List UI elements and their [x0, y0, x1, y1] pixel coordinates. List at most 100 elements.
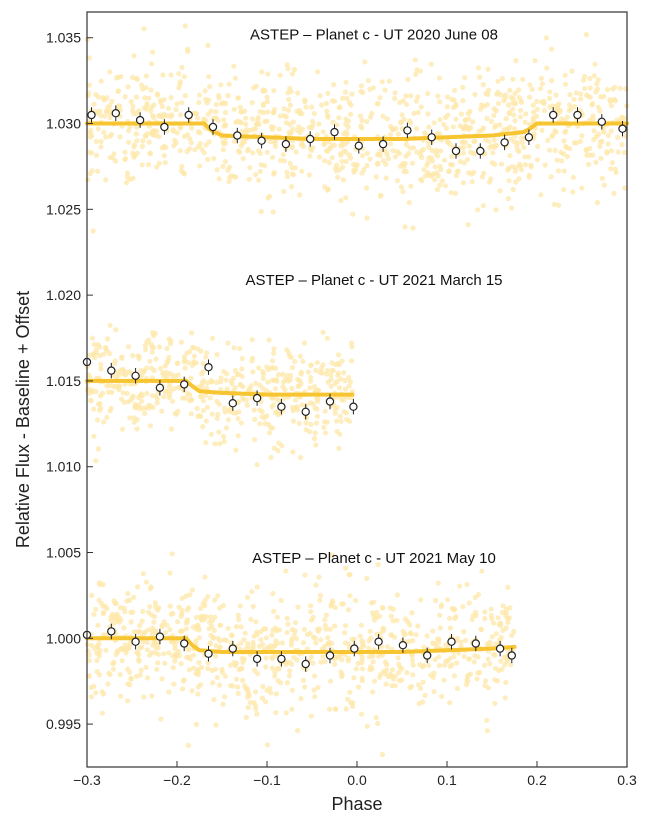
raw-data-point [433, 150, 439, 157]
raw-data-point [431, 689, 437, 695]
raw-data-point [235, 690, 241, 697]
raw-data-point [205, 660, 211, 666]
raw-data-point [179, 163, 185, 170]
raw-data-point [485, 685, 491, 691]
raw-data-point [529, 86, 535, 93]
raw-data-point [381, 668, 387, 675]
raw-data-point [179, 64, 185, 70]
raw-data-point [231, 345, 237, 351]
raw-data-point [559, 116, 565, 122]
raw-data-point [379, 751, 386, 758]
raw-data-point [587, 94, 593, 100]
raw-data-point [251, 407, 257, 413]
raw-data-point [211, 627, 217, 634]
raw-data-point [420, 699, 426, 705]
raw-data-point [549, 134, 555, 140]
raw-data-point [357, 113, 364, 119]
raw-data-point [205, 594, 211, 600]
raw-data-point [148, 61, 155, 67]
raw-data-point [149, 393, 156, 399]
raw-data-point [398, 119, 404, 126]
raw-data-point [213, 109, 219, 115]
raw-data-point [495, 78, 501, 84]
raw-data-point [277, 113, 283, 119]
raw-data-point [198, 605, 204, 612]
raw-data-point [316, 121, 322, 127]
raw-data-point [141, 26, 147, 32]
raw-data-point [503, 679, 509, 686]
raw-data-point [113, 327, 119, 333]
binned-data-point [155, 632, 165, 641]
raw-data-point [409, 657, 416, 664]
raw-data-point [513, 179, 519, 185]
raw-data-point [292, 358, 298, 365]
raw-data-point [269, 358, 276, 364]
raw-data-point [221, 438, 227, 444]
raw-data-point [198, 682, 204, 688]
raw-data-point [187, 136, 193, 142]
raw-data-point [270, 591, 276, 597]
raw-data-point [353, 166, 359, 172]
raw-data-point [327, 626, 333, 632]
raw-data-point [262, 118, 268, 125]
raw-data-point [583, 147, 589, 153]
raw-data-point [604, 150, 610, 156]
raw-data-point [322, 659, 328, 665]
raw-data-point [595, 77, 601, 83]
raw-data-point [239, 355, 245, 362]
binned-data-point [131, 637, 140, 646]
raw-data-point [479, 102, 485, 108]
raw-data-point [475, 207, 481, 213]
raw-data-point [200, 398, 207, 404]
raw-data-point [181, 359, 187, 365]
raw-data-point [477, 74, 483, 80]
raw-data-point [526, 174, 532, 180]
raw-data-point [269, 632, 275, 638]
raw-data-point [323, 371, 329, 377]
raw-data-point [199, 380, 205, 386]
raw-data-point [530, 117, 536, 123]
raw-data-point [512, 118, 518, 124]
raw-data-point [436, 640, 442, 646]
raw-data-point [432, 657, 438, 663]
raw-data-point [375, 562, 381, 568]
raw-data-point [444, 658, 450, 664]
raw-data-point [263, 699, 269, 705]
raw-data-point [271, 88, 277, 94]
raw-data-point [290, 171, 296, 177]
raw-data-point [437, 182, 443, 188]
raw-data-point [169, 551, 175, 557]
raw-data-point [573, 90, 580, 96]
raw-data-point [230, 410, 236, 416]
raw-data-point [347, 593, 353, 599]
raw-data-point [408, 183, 414, 189]
raw-data-point [215, 411, 221, 418]
raw-data-point [601, 182, 608, 188]
raw-data-point [159, 623, 165, 630]
raw-data-point [191, 360, 197, 366]
raw-data-point [161, 651, 167, 657]
raw-data-point [93, 152, 100, 158]
raw-data-point [472, 138, 478, 144]
raw-data-point [208, 431, 214, 437]
raw-data-point [403, 101, 410, 107]
raw-data-point [234, 118, 241, 124]
raw-data-point [213, 722, 219, 728]
raw-data-point [262, 421, 268, 427]
raw-data-point [567, 92, 573, 98]
raw-data-point [103, 647, 109, 653]
raw-data-point [159, 676, 165, 682]
raw-data-point [434, 186, 440, 193]
raw-data-point [217, 638, 223, 644]
raw-data-point [408, 631, 414, 637]
raw-data-point [491, 112, 497, 118]
raw-data-point [289, 144, 295, 150]
raw-data-point [583, 31, 590, 38]
raw-data-point [130, 150, 136, 156]
raw-data-point [315, 626, 321, 632]
raw-data-point [155, 660, 161, 666]
raw-data-point [264, 687, 270, 694]
raw-data-point [245, 704, 251, 711]
raw-data-point [362, 59, 368, 65]
raw-data-point [419, 154, 425, 161]
